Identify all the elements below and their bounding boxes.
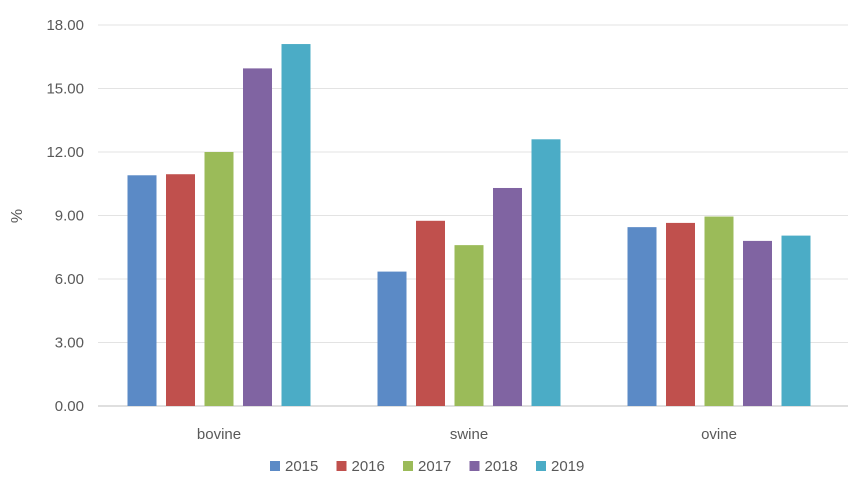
bars bbox=[127, 44, 811, 407]
x-tick-label: bovine bbox=[197, 426, 241, 443]
bar-swine-2017 bbox=[454, 245, 484, 406]
bar-ovine-2015 bbox=[627, 227, 657, 406]
y-tick-label: 15.00 bbox=[46, 81, 84, 98]
bar-ovine-2016 bbox=[666, 222, 695, 406]
legend-swatch bbox=[403, 461, 413, 471]
legend-swatch bbox=[336, 461, 347, 471]
y-tick-label: 18.00 bbox=[46, 17, 84, 34]
bar-swine-2019 bbox=[531, 139, 561, 407]
bar-ovine-2017 bbox=[704, 216, 734, 406]
legend-swatch bbox=[270, 461, 280, 471]
y-tick-label: 12.00 bbox=[46, 144, 84, 161]
legend-label: 2015 bbox=[285, 458, 318, 475]
bar-swine-2015 bbox=[377, 271, 407, 406]
x-tick-label: ovine bbox=[701, 426, 737, 443]
bar-ovine-2018 bbox=[743, 240, 772, 406]
bar-ovine-2019 bbox=[781, 235, 811, 406]
bar-bovine-2017 bbox=[204, 152, 234, 406]
bar-bovine-2019 bbox=[281, 44, 311, 407]
y-tick-label: 9.00 bbox=[55, 208, 84, 225]
bar-swine-2016 bbox=[416, 220, 445, 406]
bar-swine-2018 bbox=[493, 187, 522, 406]
legend-label: 2019 bbox=[551, 458, 584, 475]
y-axis-ticks: 0.00 3.00 6.00 9.00 12.00 15.00 18.00 bbox=[46, 17, 84, 415]
bar-bovine-2018 bbox=[243, 68, 272, 407]
legend-swatch bbox=[469, 461, 480, 471]
legend: 2015 2016 2017 2018 2019 bbox=[270, 458, 584, 475]
legend-label: 2016 bbox=[352, 458, 385, 475]
x-axis-labels: bovine swine ovine bbox=[197, 426, 737, 443]
legend-swatch bbox=[536, 461, 546, 471]
x-tick-label: swine bbox=[450, 426, 488, 443]
legend-label: 2017 bbox=[418, 458, 451, 475]
y-tick-label: 0.00 bbox=[55, 398, 84, 415]
legend-label: 2018 bbox=[485, 458, 518, 475]
y-tick-label: 3.00 bbox=[55, 335, 84, 352]
bar-bovine-2016 bbox=[166, 174, 195, 406]
y-tick-label: 6.00 bbox=[55, 271, 84, 288]
bar-bovine-2015 bbox=[127, 175, 157, 406]
y-axis-title: % bbox=[9, 209, 26, 223]
